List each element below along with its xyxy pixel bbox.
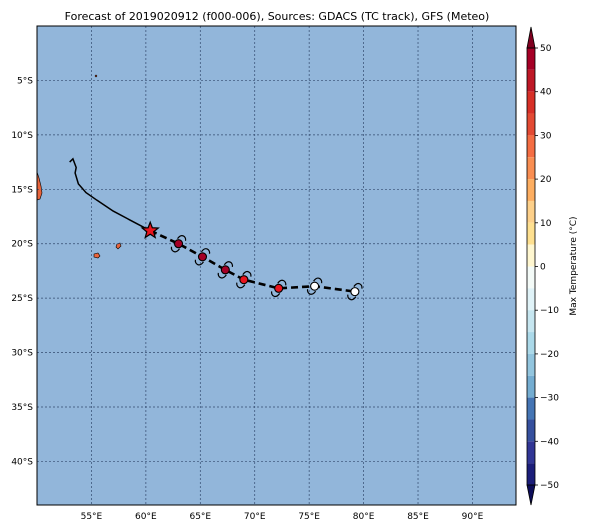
cyclone-arm-upper: [242, 271, 252, 277]
colorbar-band: [527, 266, 535, 289]
lat-tick-label: 20°S: [11, 240, 33, 250]
cyclone-arm-upper: [353, 282, 363, 289]
colorbar-tick-label: −40: [540, 437, 559, 447]
cyclone-arm-upper: [177, 235, 187, 241]
lat-tick-label: 5°S: [17, 76, 33, 86]
lon-tick-label: 60°E: [135, 512, 157, 522]
ocean: [37, 26, 516, 505]
map-frame: [36, 25, 517, 506]
colorbar-tick-label: 40: [540, 88, 552, 98]
colorbar-bands: [527, 48, 535, 485]
cyclone-arm-lower: [306, 289, 317, 295]
colorbar-tick-label: −20: [540, 350, 559, 360]
lat-tick-label: 40°S: [11, 457, 33, 467]
colorbar-band: [527, 244, 535, 267]
madagascar-coast: [37, 171, 43, 201]
colorbar-band: [527, 310, 535, 333]
cyclone-arm-upper: [223, 261, 234, 267]
cyclone-arm-upper: [277, 279, 287, 286]
cyclone-symbol[interactable]: [236, 271, 252, 289]
cyclone-center: [310, 281, 320, 291]
colorbar-tick-label: 50: [540, 44, 552, 54]
small-island: [94, 74, 98, 78]
colorbar-band: [527, 91, 535, 114]
colorbar-band: [527, 179, 535, 201]
cyclone-center: [274, 283, 284, 293]
cyclone-arm-upper: [313, 277, 323, 284]
map-title: Forecast of 2019020912 (f000-006), Sourc…: [65, 10, 490, 23]
colorbar-band: [527, 222, 535, 245]
cyclone-center: [197, 252, 208, 262]
cyclone-center: [173, 239, 184, 249]
lat-tick-label: 10°S: [11, 131, 33, 141]
colorbar-band: [527, 441, 535, 464]
cyclone-symbol[interactable]: [306, 277, 323, 295]
lat-tick-label: 35°S: [11, 403, 33, 413]
cyclone-symbol[interactable]: [347, 282, 363, 301]
cyclone-arm-lower: [270, 291, 281, 298]
cyclone-center: [220, 265, 230, 275]
lon-tick-label: 65°E: [189, 512, 211, 522]
lon-tick-label: 90°E: [462, 512, 484, 522]
map-area[interactable]: [36, 25, 517, 506]
cyclone-center: [350, 287, 360, 297]
colorbar-band: [527, 157, 535, 180]
colorbar-tick-labels: 50 40 30 20 10 0 −10 −20 −30 −40 −50: [535, 44, 559, 491]
cyclone-arm-lower: [170, 246, 181, 253]
lon-tick-label: 55°E: [81, 512, 103, 522]
colorbar-tick-label: 20: [540, 175, 552, 185]
colorbar-tick-label: −50: [540, 481, 559, 491]
colorbar-band: [527, 463, 535, 485]
colorbar-tick-label: 0: [540, 263, 546, 273]
mauritius-island: [115, 242, 122, 250]
lon-tick-label: 70°E: [244, 512, 266, 522]
colorbar-tick-label: 10: [540, 219, 552, 229]
cyclone-symbols: [170, 235, 363, 301]
colorbar-under-extension: [526, 484, 536, 506]
colorbar-band: [527, 48, 535, 70]
cyclone-arm-lower: [236, 282, 246, 289]
colorbar-band: [527, 353, 535, 376]
colorbar: 50 40 30 20 10 0 −10 −20 −30 −40 −50 Max Temperatu…: [526, 26, 579, 506]
reunion-island: [93, 252, 101, 259]
lon-tick-label: 75°E: [298, 512, 320, 522]
land-masses: [37, 74, 122, 259]
colorbar-band: [527, 375, 535, 398]
colorbar-band: [527, 113, 535, 136]
colorbar-tick-label: 30: [540, 131, 552, 141]
colorbar-tick-label: −30: [540, 394, 559, 404]
colorbar-band: [527, 419, 535, 442]
past-track-line: [69, 157, 151, 232]
cyclone-arm-upper: [200, 248, 211, 254]
cyclone-arm-lower: [194, 259, 204, 266]
cyclone-arm-lower: [347, 294, 357, 301]
cyclone-symbol[interactable]: [170, 235, 187, 253]
lon-tick-label: 85°E: [407, 512, 429, 522]
cyclone-arm-lower: [217, 272, 227, 279]
colorbar-band: [527, 332, 535, 354]
colorbar-band: [527, 288, 535, 311]
colorbar-band: [527, 397, 535, 420]
colorbar-label: Max Temperature (°C): [569, 216, 579, 315]
colorbar-band: [527, 200, 535, 223]
colorbar-tick-label: −10: [540, 306, 559, 316]
longitude-tick-labels: 55°E 60°E 65°E 70°E 75°E 80°E 85°E 90°E: [81, 512, 484, 522]
lat-tick-label: 25°S: [11, 294, 33, 304]
cyclone-center: [239, 275, 249, 285]
cyclone-symbol[interactable]: [270, 279, 287, 298]
latitude-tick-labels: 5°S 10°S 15°S 20°S 25°S 30°S 35°S 40°S: [11, 76, 33, 467]
colorbar-band: [527, 135, 535, 158]
cyclone-symbol[interactable]: [194, 248, 211, 266]
colorbar-over-extension: [526, 26, 536, 49]
current-position-star[interactable]: [140, 220, 160, 239]
lon-tick-label: 80°E: [353, 512, 375, 522]
lat-tick-label: 15°S: [11, 185, 33, 195]
cyclone-symbol[interactable]: [217, 261, 234, 279]
lat-tick-label: 30°S: [11, 349, 33, 359]
colorbar-band: [527, 69, 535, 92]
